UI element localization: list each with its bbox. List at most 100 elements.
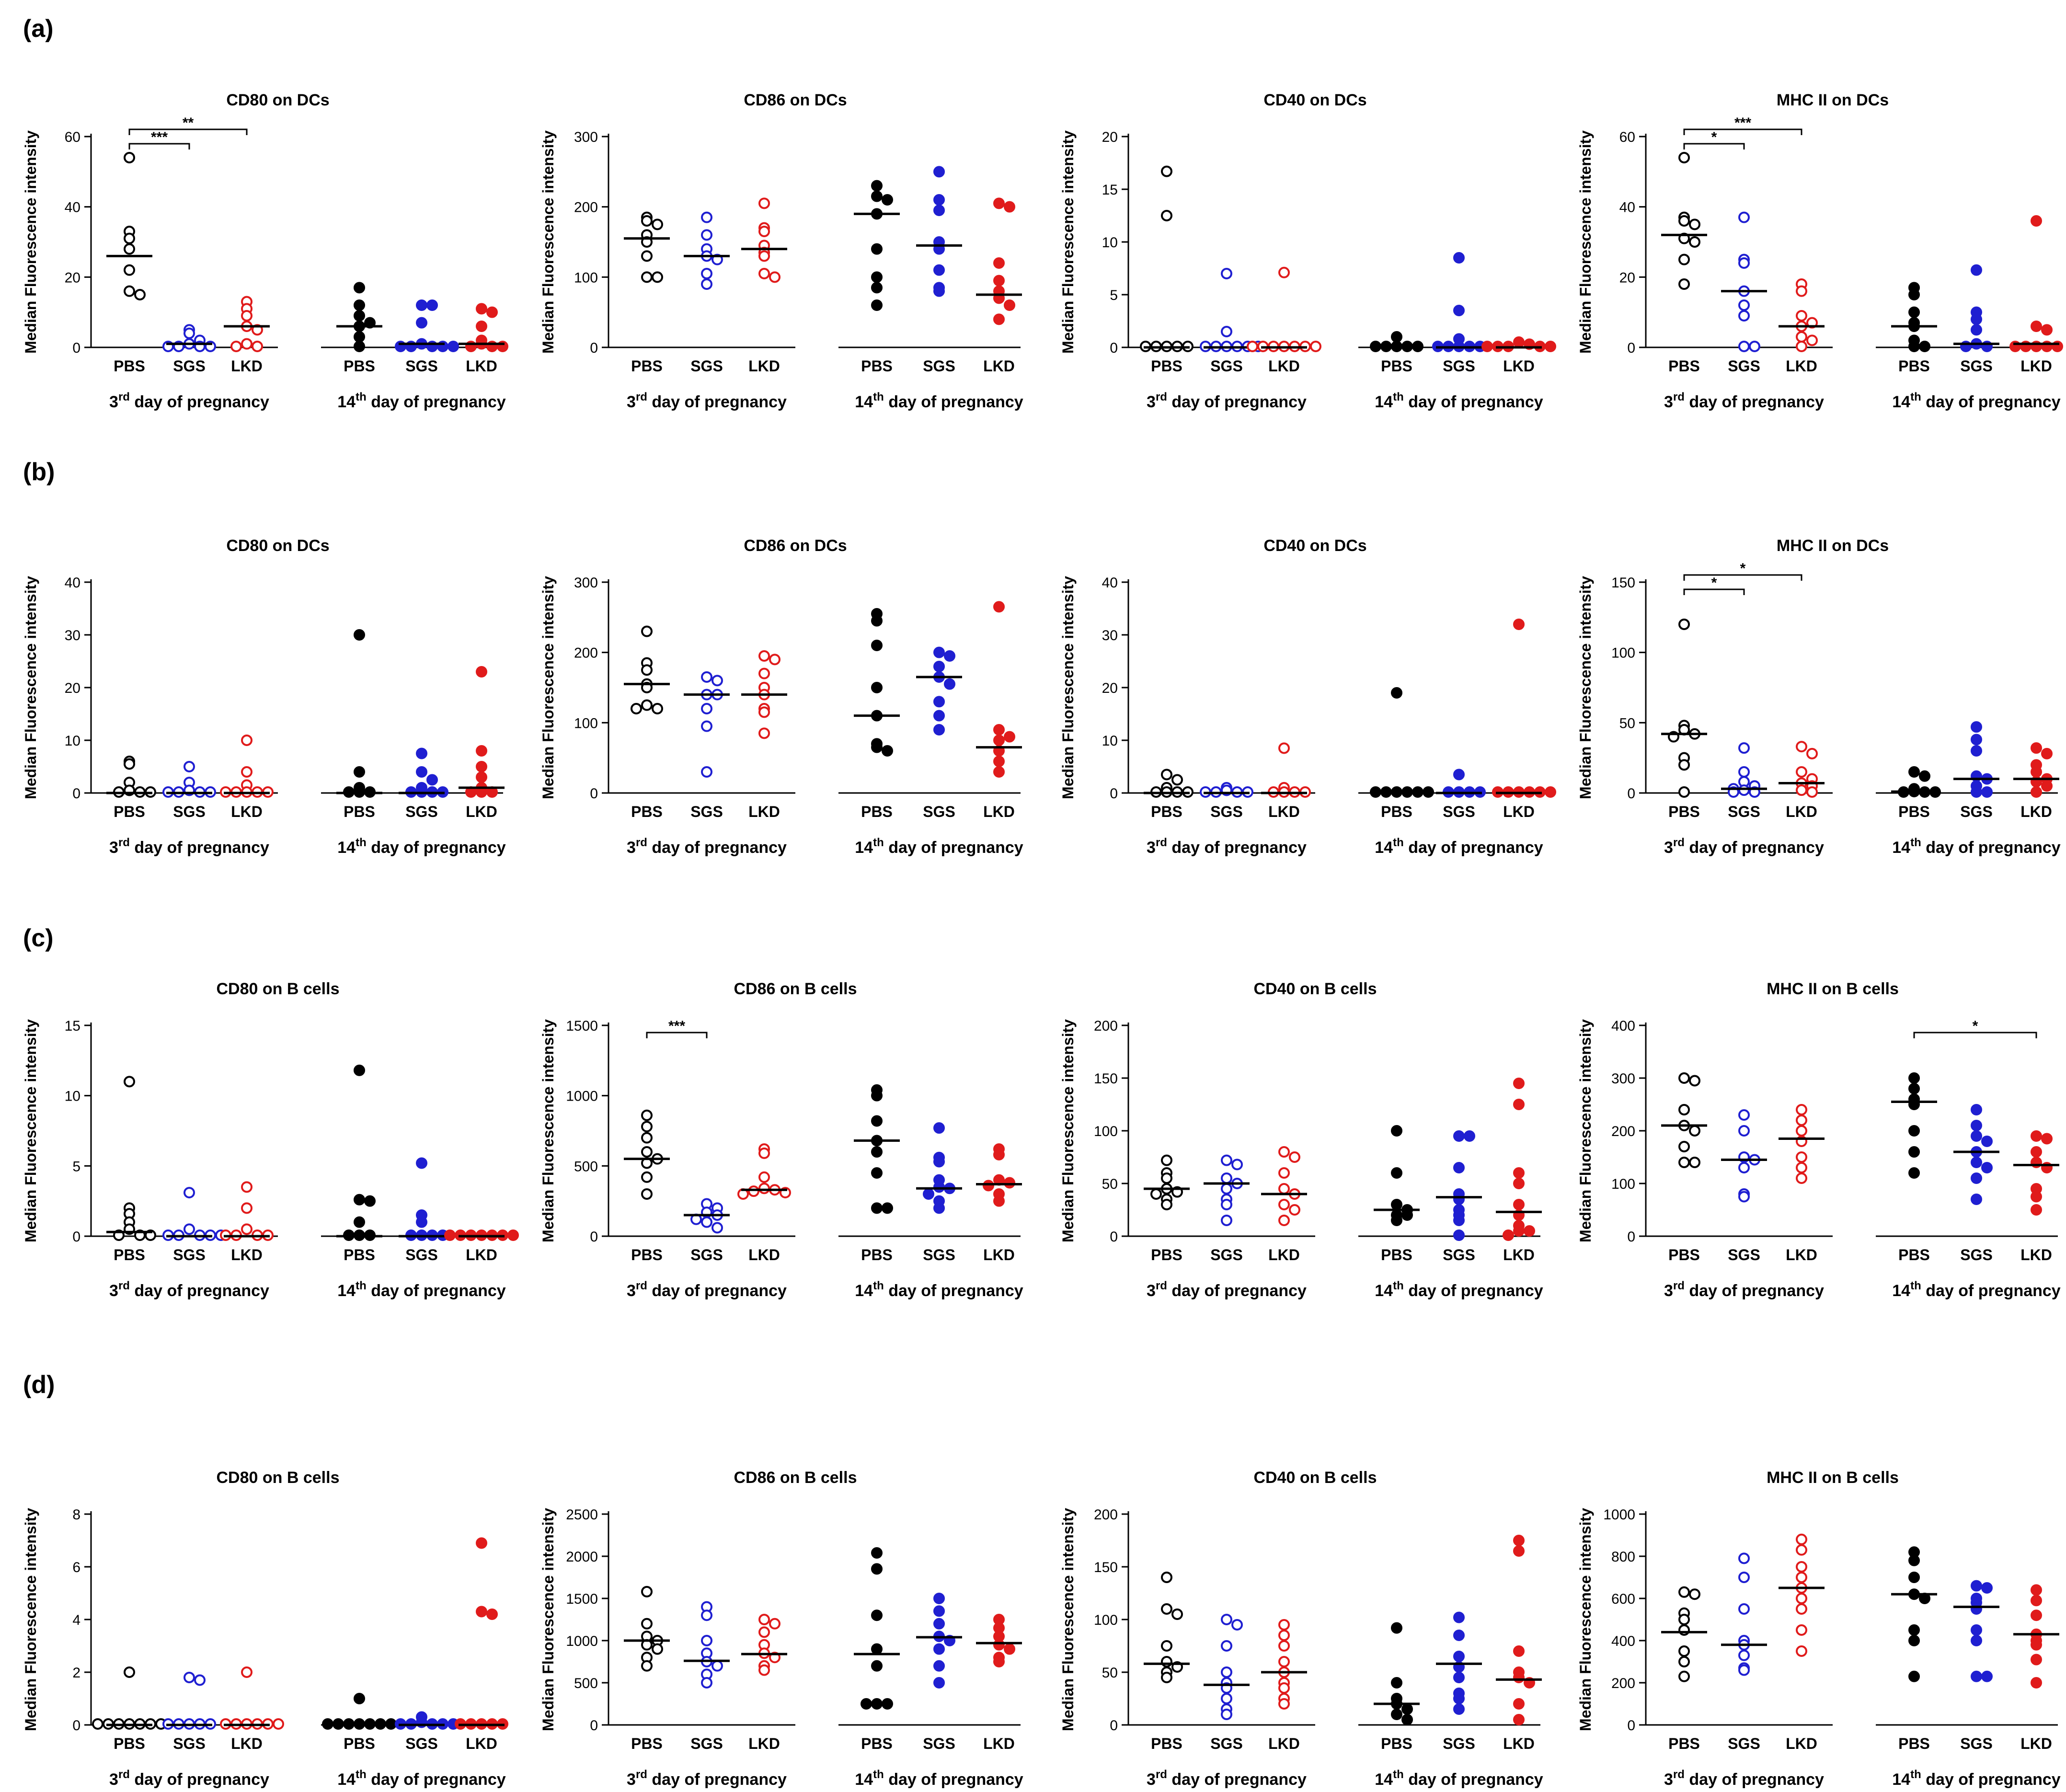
- data-point: [1453, 1229, 1465, 1241]
- chart-title: CD80 on DCs: [226, 537, 329, 555]
- timepoint-label: 14th day of pregnancy: [337, 1279, 506, 1300]
- group-label: LKD: [1503, 1735, 1535, 1752]
- significance-bracket: [1683, 588, 1745, 595]
- data-point: [871, 1563, 883, 1575]
- data-point: [1796, 331, 1807, 343]
- group-label: PBS: [1898, 1735, 1930, 1752]
- data-point: [1738, 1664, 1750, 1676]
- data-point: [1004, 299, 1015, 311]
- y-tick-label: 10: [1102, 235, 1118, 251]
- data-point: [712, 1660, 723, 1672]
- data-point: [2031, 1584, 2042, 1596]
- group-label: SGS: [173, 803, 206, 820]
- data-point: [641, 250, 653, 262]
- significance-label: ***: [151, 129, 168, 145]
- data-point: [416, 299, 427, 311]
- data-point: [1971, 324, 1982, 336]
- timepoint-label: 14th day of pregnancy: [855, 1768, 1023, 1789]
- y-tick-label: 20: [1102, 680, 1118, 696]
- timepoint-label: 3rd day of pregnancy: [1147, 1768, 1307, 1789]
- data-point: [871, 299, 883, 311]
- group-label: SGS: [1728, 1735, 1760, 1752]
- group-label: SGS: [690, 1246, 723, 1264]
- y-tick-label: 1000: [1603, 1507, 1635, 1523]
- data-point: [1971, 1130, 1982, 1142]
- data-point: [2031, 1146, 2042, 1158]
- data-point: [1796, 741, 1807, 753]
- data-point: [882, 1202, 893, 1214]
- row-label-c: (c): [23, 924, 54, 952]
- timepoint-label: 14th day of pregnancy: [1375, 391, 1543, 411]
- group-label: LKD: [2020, 803, 2052, 820]
- data-point: [933, 646, 945, 658]
- data-point: [1150, 1188, 1162, 1200]
- y-axis-label: Median Fluorescence intensity: [1059, 1019, 1077, 1242]
- data-point: [701, 1677, 712, 1689]
- timepoint-label: 14th day of pregnancy: [855, 391, 1023, 411]
- data-point: [871, 243, 883, 255]
- data-point: [1738, 1125, 1750, 1137]
- group-label: SGS: [1210, 1735, 1243, 1752]
- chart-panel-10: CD86 on B cells 0 500 1000 1500 Median Fluore…: [539, 980, 1023, 1300]
- data-point: [933, 194, 945, 206]
- data-point: [701, 703, 712, 714]
- data-point: [184, 761, 195, 772]
- data-point: [871, 180, 883, 192]
- data-point: [933, 1593, 945, 1604]
- data-point: [1161, 1640, 1172, 1652]
- data-point: [354, 1064, 365, 1076]
- data-point: [933, 264, 945, 276]
- row-label-b: (b): [23, 458, 55, 486]
- data-point: [933, 1643, 945, 1655]
- y-tick-label: 50: [1619, 715, 1635, 731]
- data-point: [1453, 1215, 1465, 1226]
- y-tick-label: 200: [1094, 1507, 1118, 1523]
- data-point: [1513, 1167, 1525, 1179]
- data-point: [124, 758, 135, 770]
- data-point: [241, 766, 253, 778]
- data-point: [1004, 731, 1015, 743]
- group-label: LKD: [466, 1246, 497, 1264]
- timepoint-label: 14th day of pregnancy: [337, 391, 506, 411]
- significance-label: ***: [1734, 115, 1751, 131]
- data-point: [993, 275, 1005, 287]
- y-tick-label: 40: [65, 200, 80, 216]
- timepoint-label: 3rd day of pregnancy: [109, 1279, 269, 1300]
- group-label: SGS: [923, 1735, 955, 1752]
- data-point: [476, 761, 487, 772]
- y-tick-label: 2000: [566, 1549, 598, 1565]
- y-tick-label: 20: [1619, 270, 1635, 286]
- group-label: LKD: [983, 357, 1015, 375]
- data-point: [1678, 1586, 1690, 1598]
- group-label: SGS: [405, 357, 438, 375]
- group-label: PBS: [631, 1735, 663, 1752]
- group-label: SGS: [1960, 1735, 1993, 1752]
- data-point: [1738, 1162, 1750, 1173]
- data-point: [1738, 1649, 1750, 1661]
- data-point: [758, 250, 770, 262]
- data-point: [1796, 285, 1807, 297]
- y-tick-label: 1500: [566, 1018, 598, 1034]
- data-point: [1678, 1645, 1690, 1657]
- data-point: [1221, 1693, 1232, 1704]
- data-point: [1908, 306, 1920, 318]
- data-point: [1919, 341, 1930, 352]
- data-point: [1738, 1603, 1750, 1615]
- data-point: [124, 243, 135, 255]
- y-tick-label: 50: [1102, 1665, 1118, 1681]
- data-point: [758, 727, 770, 739]
- data-point: [1161, 210, 1172, 221]
- data-point: [1513, 1225, 1525, 1237]
- y-tick-label: 10: [65, 1089, 80, 1104]
- chart-panel-7: CD40 on DCs 0 10 20 30 40 Median Fluorescence …: [1059, 537, 1556, 857]
- data-point: [194, 1674, 206, 1686]
- data-point: [1678, 152, 1690, 163]
- data-point: [1289, 1204, 1300, 1216]
- data-point: [1278, 1183, 1290, 1195]
- y-tick-label: 100: [1611, 1176, 1635, 1192]
- timepoint-label: 3rd day of pregnancy: [1664, 391, 1824, 411]
- chart-title: CD40 on DCs: [1263, 537, 1366, 555]
- data-point: [2031, 1595, 2042, 1607]
- y-tick-label: 60: [65, 129, 80, 145]
- data-point: [1278, 266, 1290, 278]
